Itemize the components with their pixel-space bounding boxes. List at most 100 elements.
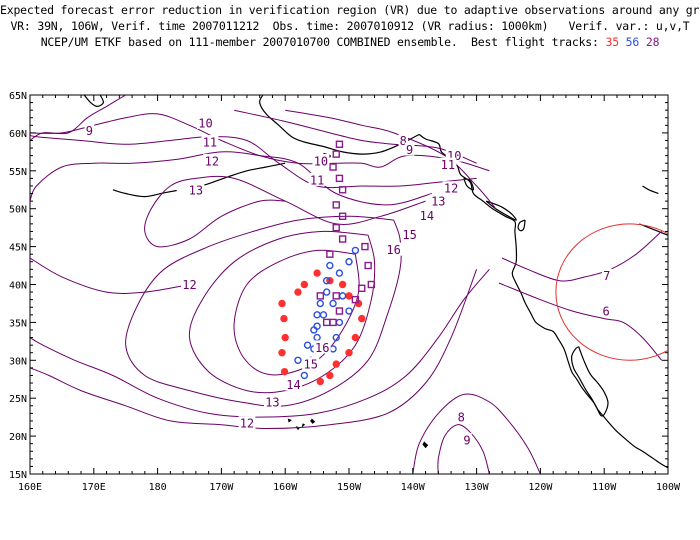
track-35-marker — [338, 280, 347, 289]
island — [310, 418, 316, 424]
coastline — [639, 223, 668, 236]
contour-label: 16 — [386, 243, 400, 257]
contour-label: 14 — [420, 209, 434, 223]
contour-label: 13 — [431, 195, 445, 209]
contour-line-12 — [30, 269, 478, 430]
y-tick-label: 40N — [9, 281, 27, 292]
x-tick-label: 160E — [18, 482, 42, 493]
contour-label-bg — [439, 157, 457, 171]
contour-label: 15 — [402, 228, 416, 242]
track-28-marker — [332, 201, 340, 209]
contour-label: 9 — [86, 124, 93, 138]
track-56-marker — [313, 311, 321, 319]
contour-line-13 — [144, 175, 426, 248]
track-35-marker — [326, 371, 334, 380]
contour-label-bg — [263, 394, 281, 408]
contour-line-12 — [30, 151, 433, 206]
track-28-marker — [322, 318, 331, 327]
y-tick-label: 30N — [9, 356, 27, 367]
contour-label-bg — [203, 153, 221, 167]
track-28-marker — [351, 295, 360, 304]
coastline — [418, 133, 668, 469]
contour-label: 11 — [441, 158, 455, 172]
contour-label: 11 — [310, 173, 324, 187]
contour-label-bg — [284, 377, 302, 391]
track-56-marker — [329, 299, 337, 308]
contour-label: 15 — [303, 358, 317, 372]
track-35-marker — [280, 314, 288, 323]
contour-label-bg — [385, 242, 403, 256]
track-28-marker — [338, 212, 347, 220]
track-35-marker — [278, 349, 286, 357]
y-tick-label: 25N — [9, 394, 27, 405]
track-28-marker — [361, 242, 369, 251]
track-28-marker — [367, 280, 376, 289]
track-35-marker — [294, 288, 302, 296]
contour-line-9 — [437, 424, 490, 474]
y-tick-label: 60N — [9, 129, 27, 140]
contour-label: 12 — [205, 154, 219, 168]
track-35-marker — [345, 292, 353, 300]
x-tick-label: 160W — [273, 482, 298, 493]
x-tick-label: 170W — [209, 482, 234, 493]
contour-label: 11 — [203, 135, 217, 149]
track-28-marker — [332, 292, 340, 300]
y-tick-label: 20N — [9, 432, 27, 443]
track-56-marker — [351, 246, 360, 255]
contour-label-bg — [601, 304, 611, 318]
y-tick-label: 45N — [9, 243, 27, 254]
contour-line-12 — [30, 257, 190, 295]
contour-label: 8 — [400, 134, 407, 148]
contour-line-16 — [233, 249, 360, 376]
contour-label-bg — [84, 123, 95, 137]
track-28-marker — [358, 284, 366, 292]
title-line-1: Expected forecast error reduction in ver… — [0, 3, 700, 17]
x-tick-label: 180 — [149, 482, 167, 493]
track-35-legend: 35 — [605, 35, 619, 49]
track-56-marker — [326, 261, 334, 270]
track-56-marker — [338, 292, 347, 300]
coastline — [517, 219, 526, 232]
contour-label: 6 — [602, 305, 609, 319]
contour-line-7 — [501, 231, 662, 282]
track-28-marker — [326, 250, 334, 258]
track-56-legend: 56 — [625, 35, 640, 49]
track-56-marker — [300, 371, 309, 380]
track-35-marker — [281, 333, 289, 342]
coastline — [485, 200, 517, 221]
coastline — [642, 185, 659, 195]
coastline — [259, 95, 420, 155]
coastline — [195, 162, 286, 189]
y-tick-label: 65N — [9, 91, 27, 102]
x-tick-label: 150W — [337, 482, 362, 493]
track-35-marker — [316, 377, 324, 386]
verification-region-circle — [555, 223, 668, 361]
x-tick-label: 130W — [465, 482, 490, 493]
track-35-marker — [345, 349, 353, 357]
contour-label-bg — [201, 134, 219, 148]
track-35-marker — [300, 280, 309, 289]
contour-line-8 — [285, 109, 497, 210]
track-28-marker — [338, 235, 347, 243]
y-tick-label: 55N — [9, 167, 27, 178]
track-56-marker — [310, 326, 318, 334]
track-35-marker — [332, 360, 340, 368]
contour-label-bg — [302, 357, 320, 371]
track-28-marker — [335, 174, 344, 183]
contour-label-bg — [404, 142, 415, 156]
contour-label: 13 — [189, 183, 203, 197]
x-tick-label: 100W — [656, 482, 681, 493]
track-56-marker — [313, 333, 321, 342]
contour-label-bg — [462, 432, 472, 446]
contour-label: 12 — [182, 278, 196, 292]
contour-label-bg — [418, 208, 436, 222]
title-line-3-prefix: NCEP/UM ETKF based on 111-member 2007010… — [40, 35, 606, 49]
contour-label: 9 — [463, 433, 470, 447]
contour-label-bg — [401, 227, 419, 241]
y-tick-label: 35N — [9, 318, 27, 329]
y-tick-label: 15N — [9, 470, 27, 481]
track-28-marker — [335, 307, 344, 315]
